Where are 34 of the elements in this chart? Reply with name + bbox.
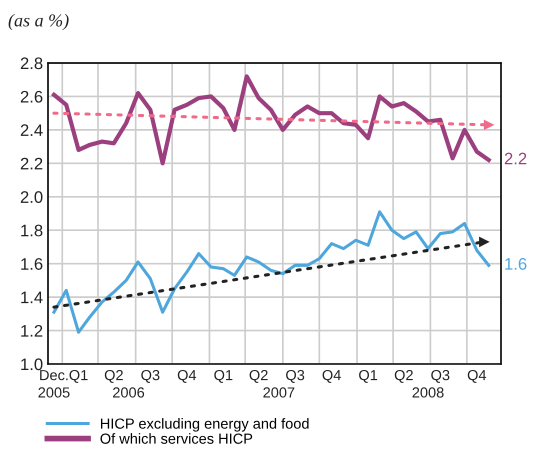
legend-label: HICP excluding energy and food <box>100 418 309 432</box>
x-tick-label: Q3 <box>141 370 160 383</box>
y-tick-label: 1.6 <box>21 258 42 270</box>
x2-tick-label: 2006 <box>113 387 144 398</box>
y-axis-title: (as a %) <box>8 14 69 30</box>
y-tick-label: 1.4 <box>21 292 43 304</box>
x-tick-label: Q2 <box>394 370 413 383</box>
y-tick-label: 1.0 <box>21 358 42 370</box>
y-tick-label: 2.8 <box>20 57 42 70</box>
annotation: 1.6 <box>505 258 526 270</box>
x2-tick-label: 2007 <box>263 387 294 398</box>
x2-tick-label: 2005 <box>38 387 70 398</box>
x-tick-label: Q3 <box>431 370 450 383</box>
x-tick-label: Q2 <box>250 370 268 383</box>
x-tick-label: Q1 <box>70 370 88 383</box>
line-series <box>52 74 491 166</box>
x-tick-label: Q4 <box>322 370 341 383</box>
x2-tick-label: 2008 <box>412 387 444 398</box>
y-tick-label: 2.4 <box>20 124 43 136</box>
y-tick-label: 1.8 <box>21 224 42 236</box>
x-tick-label: Q1 <box>359 370 378 383</box>
y-tick-label: 2.6 <box>20 90 42 103</box>
legend-label: Of which services HICP <box>100 433 252 444</box>
line-series <box>52 210 490 334</box>
y-tick-label: 2.0 <box>20 191 42 203</box>
y-tick-label: 1.2 <box>21 324 42 337</box>
y-tick-label: 2.2 <box>20 158 42 170</box>
x-tick-label: Q4 <box>468 370 486 383</box>
x-tick-label: Q2 <box>104 370 123 383</box>
x-tick-label: Dec. <box>40 370 68 380</box>
x-tick-label: Q3 <box>286 370 304 383</box>
x-tick-label: Q1 <box>214 370 232 383</box>
annotation: 2.2 <box>504 152 526 164</box>
x-tick-label: Q4 <box>178 370 196 383</box>
